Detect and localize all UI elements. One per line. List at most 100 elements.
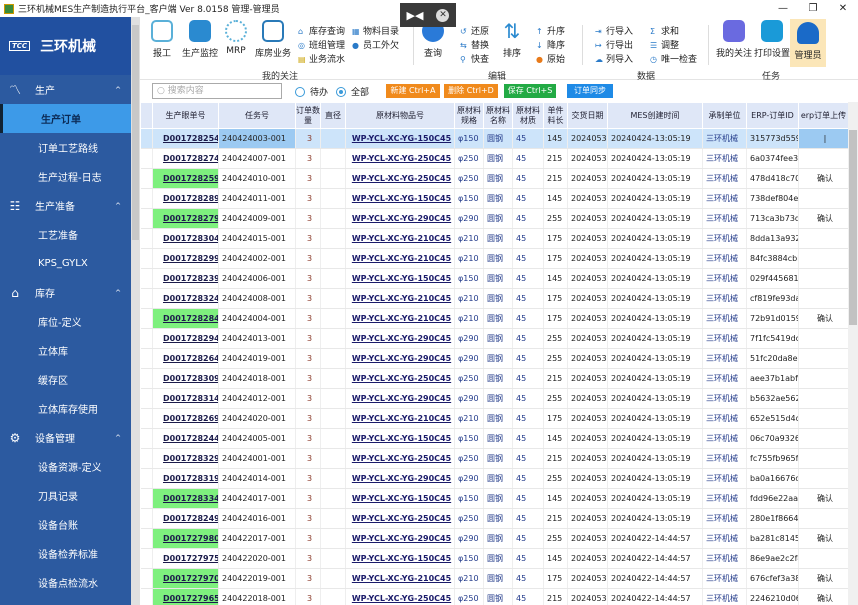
order-number-link[interactable]: D001728334	[152, 488, 219, 509]
table-row[interactable]: D001728279 240424009-001 3 WP-YCL-XC-YG-290…	[140, 208, 848, 229]
sort-button[interactable]: ⇅ 排序	[502, 19, 521, 59]
ascending-button[interactable]: ↑ 升序	[536, 27, 566, 37]
column-header[interactable]: 交货日期	[567, 102, 608, 129]
ribbon-monitor-button[interactable]: 生产监控	[180, 17, 220, 59]
sidebar-group[interactable]: ☷ 生产准备 ^	[0, 191, 131, 220]
column-header[interactable]: 生产眼单号	[152, 102, 219, 129]
erp-upload-status[interactable]	[798, 428, 848, 449]
erp-upload-status[interactable]	[798, 548, 848, 569]
erp-upload-status[interactable]: |	[798, 128, 848, 149]
table-row[interactable]: D001728259 240424010-001 3 WP-YCL-XC-YG-250…	[140, 168, 848, 189]
material-code-link[interactable]: WP-YCL-XC-YG-290C45	[345, 388, 455, 409]
erp-upload-status[interactable]	[798, 188, 848, 209]
erp-upload-status[interactable]	[798, 248, 848, 269]
order-number-link[interactable]: D001727980	[152, 528, 219, 549]
column-header[interactable]: 直径	[320, 102, 346, 129]
row-indicator[interactable]	[140, 308, 153, 329]
material-code-link[interactable]: WP-YCL-XC-YG-290C45	[345, 528, 455, 549]
stock-query-button[interactable]: ⌂ 库存查询	[298, 27, 346, 37]
erp-upload-status[interactable]	[798, 468, 848, 489]
close-icon[interactable]: ✕	[436, 8, 450, 22]
material-code-link[interactable]: WP-YCL-XC-YG-210C45	[345, 408, 455, 429]
table-scrollbar[interactable]	[848, 102, 858, 605]
row-indicator[interactable]	[140, 128, 153, 149]
material-code-link[interactable]: WP-YCL-XC-YG-250C45	[345, 508, 455, 529]
erp-upload-status[interactable]	[798, 288, 848, 309]
material-code-link[interactable]: WP-YCL-XC-YG-150C45	[345, 188, 455, 209]
erp-upload-status[interactable]	[798, 148, 848, 169]
restore-button[interactable]: ↺ 还原	[460, 27, 490, 37]
material-code-link[interactable]: WP-YCL-XC-YG-250C45	[345, 368, 455, 389]
row-indicator[interactable]	[140, 528, 153, 549]
order-number-link[interactable]: D001728294	[152, 328, 219, 349]
order-number-link[interactable]: D001727970	[152, 568, 219, 589]
sidebar-item[interactable]: 生产订单	[0, 104, 131, 133]
order-number-link[interactable]: D001728244	[152, 428, 219, 449]
sidebar-item[interactable]: 工艺准备	[38, 231, 78, 242]
material-code-link[interactable]: WP-YCL-XC-YG-210C45	[345, 568, 455, 589]
table-row[interactable]: D001728299 240424002-001 3 WP-YCL-XC-YG-210…	[140, 248, 848, 269]
material-code-link[interactable]: WP-YCL-XC-YG-150C45	[345, 548, 455, 569]
row-indicator[interactable]	[140, 348, 153, 369]
table-scroll-thumb[interactable]	[849, 130, 857, 325]
minimize-button[interactable]: —	[778, 3, 788, 14]
erp-upload-status[interactable]	[798, 408, 848, 429]
erp-upload-status[interactable]: 确认	[798, 588, 848, 605]
table-row[interactable]: D001728269 240424020-001 3 WP-YCL-XC-YG-210…	[140, 408, 848, 429]
row-export-button[interactable]: ↦ 行导出	[595, 41, 634, 51]
order-number-link[interactable]: D001727965	[152, 588, 219, 605]
row-indicator[interactable]	[140, 548, 153, 569]
column-header[interactable]: 原材料材质	[512, 102, 544, 129]
material-code-link[interactable]: WP-YCL-XC-YG-250C45	[345, 588, 455, 605]
table-row[interactable]: D001728314 240424012-001 3 WP-YCL-XC-YG-290…	[140, 388, 848, 409]
sidebar-group[interactable]: ⌂ 库存 ^	[0, 278, 131, 307]
row-indicator[interactable]	[140, 188, 153, 209]
table-row[interactable]: D001728304 240424015-001 3 WP-YCL-XC-YG-210…	[140, 228, 848, 249]
ribbon-report-button[interactable]: 报工	[148, 17, 176, 59]
sidebar-item[interactable]: 立体库存使用	[38, 405, 98, 416]
row-indicator[interactable]	[140, 388, 153, 409]
team-manage-button[interactable]: ◎ 班组管理	[298, 41, 346, 51]
row-indicator[interactable]	[140, 588, 153, 605]
material-code-link[interactable]: WP-YCL-XC-YG-210C45	[345, 228, 455, 249]
row-indicator[interactable]	[140, 568, 153, 589]
sidebar-item[interactable]: 订单工艺路线	[38, 144, 98, 155]
erp-upload-status[interactable]	[798, 348, 848, 369]
row-indicator[interactable]	[140, 208, 153, 229]
column-import-button[interactable]: ☁ 列导入	[595, 55, 634, 65]
row-indicator[interactable]	[140, 288, 153, 309]
erp-upload-status[interactable]	[798, 328, 848, 349]
replace-button[interactable]: ⇆ 替换	[460, 41, 490, 51]
erp-upload-status[interactable]	[798, 388, 848, 409]
material-code-link[interactable]: WP-YCL-XC-YG-290C45	[345, 328, 455, 349]
sum-button[interactable]: Σ 求和	[650, 27, 680, 37]
staff-owed-button[interactable]: ● 员工外欠	[352, 41, 400, 51]
order-number-link[interactable]: D001728304	[152, 228, 219, 249]
column-header[interactable]: 承制单位	[702, 102, 747, 129]
order-number-link[interactable]: D001728324	[152, 288, 219, 309]
column-header[interactable]: 原材料规格	[454, 102, 484, 129]
order-number-link[interactable]: D001728284	[152, 308, 219, 329]
sidebar-item[interactable]: 库位-定义	[38, 318, 82, 329]
order-number-link[interactable]: D001728239	[152, 268, 219, 289]
share-arrow-icon[interactable]: ▶◀	[406, 8, 424, 22]
sidebar-item[interactable]: 设备台账	[38, 521, 78, 532]
material-code-link[interactable]: WP-YCL-XC-YG-150C45	[345, 128, 455, 149]
print-settings-button[interactable]: 打印设置	[754, 17, 790, 59]
delete-button[interactable]: 删除 Ctrl+D	[444, 84, 498, 98]
sidebar-group[interactable]: ⚙ 设备管理 ^	[0, 423, 131, 452]
row-indicator[interactable]	[140, 168, 153, 189]
sidebar-item[interactable]: 刀具记录	[38, 492, 78, 503]
sidebar-item[interactable]: 设备检养标准	[38, 550, 98, 561]
table-row[interactable]: D001728244 240424005-001 3 WP-YCL-XC-YG-150…	[140, 428, 848, 449]
close-button[interactable]: ✕	[838, 3, 848, 14]
row-indicator[interactable]	[140, 368, 153, 389]
order-number-link[interactable]: D001728274	[152, 148, 219, 169]
material-code-link[interactable]: WP-YCL-XC-YG-290C45	[345, 208, 455, 229]
table-row[interactable]: D001727965 240422018-001 3 WP-YCL-XC-YG-250…	[140, 588, 848, 605]
quick-search-button[interactable]: ⚲ 快查	[460, 55, 490, 65]
table-row[interactable]: D001728274 240424007-001 3 WP-YCL-XC-YG-250…	[140, 148, 848, 169]
erp-upload-status[interactable]	[798, 508, 848, 529]
order-number-link[interactable]: D001728264	[152, 348, 219, 369]
order-number-link[interactable]: D001728309	[152, 368, 219, 389]
